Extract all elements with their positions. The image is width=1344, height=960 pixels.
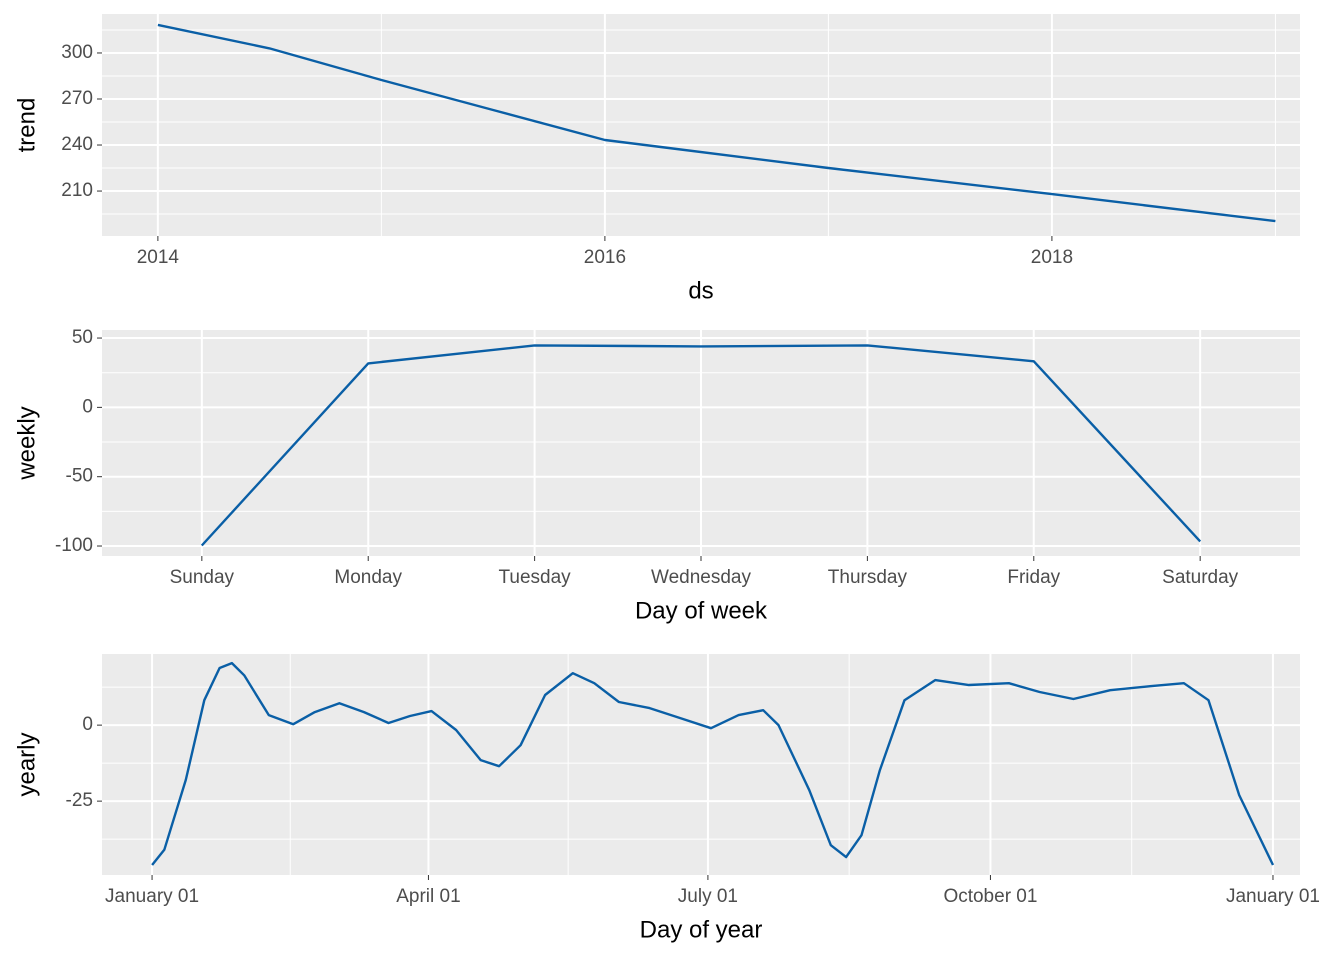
x-tick-label: July 01	[678, 886, 738, 907]
x-axis-title: Day of week	[635, 597, 768, 624]
x-tick-label: Saturday	[1162, 567, 1239, 588]
y-tick-label: 50	[72, 327, 93, 348]
x-axis-title: ds	[688, 277, 713, 304]
panel-background	[102, 654, 1300, 875]
y-tick-label: 0	[82, 396, 93, 417]
x-tick-label: 2018	[1031, 247, 1073, 268]
y-tick-label: 240	[61, 134, 93, 155]
x-tick-label: April 01	[396, 886, 460, 907]
x-tick-label: Wednesday	[651, 567, 751, 588]
y-tick-label: 210	[61, 180, 93, 201]
y-axis-title: yearly	[13, 732, 40, 796]
x-tick-label: Friday	[1007, 567, 1060, 588]
x-tick-label: 2014	[137, 247, 180, 268]
y-tick-label: -100	[55, 535, 93, 556]
x-tick-label: Thursday	[828, 567, 908, 588]
x-tick-label: Monday	[334, 567, 402, 588]
y-axis-title: weekly	[13, 406, 40, 480]
x-axis-title: Day of year	[640, 916, 763, 943]
trend-line	[151, 661, 1275, 866]
y-axis-title: trend	[13, 98, 40, 153]
y-tick-label: -25	[66, 790, 93, 811]
x-tick-label: 2016	[584, 247, 626, 268]
y-tick-label: -50	[66, 466, 93, 487]
x-tick-label: Sunday	[170, 567, 235, 588]
trend-line	[200, 344, 1202, 547]
y-tick-label: 0	[82, 714, 93, 735]
y-tick-label: 300	[61, 42, 93, 63]
x-tick-label: Tuesday	[499, 567, 572, 588]
x-tick-label: January 01	[105, 886, 199, 907]
x-tick-label: October 01	[943, 886, 1037, 907]
trend-line	[157, 23, 1276, 223]
y-tick-label: 270	[61, 88, 93, 109]
x-tick-label: January 01	[1226, 886, 1320, 907]
